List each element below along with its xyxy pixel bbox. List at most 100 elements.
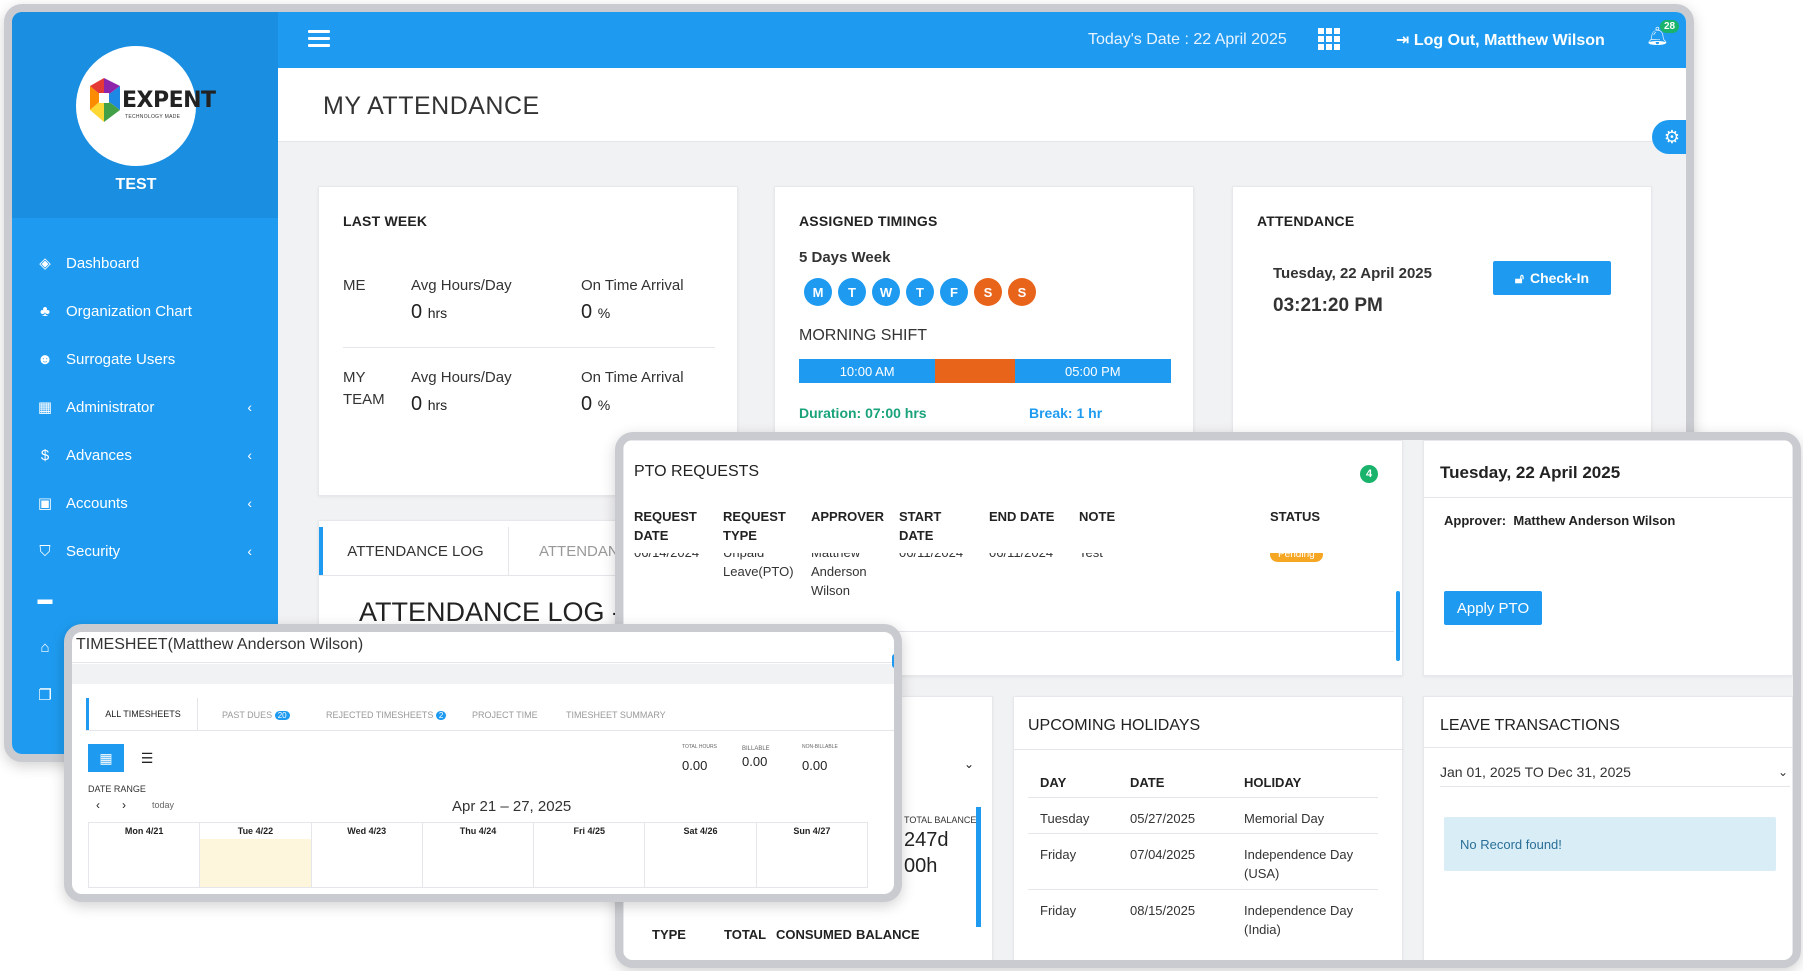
logout-link[interactable]: ⇥ Log Out, Matthew Wilson [1396, 30, 1605, 50]
sidebar-item-advances[interactable]: $ Advances ‹ [34, 440, 252, 470]
non-billable-value: 0.00 [802, 758, 828, 773]
tab-attendance-log[interactable]: ATTENDANCE LOG [319, 527, 509, 575]
organization-name: TEST [115, 176, 157, 193]
calendar-day-thu[interactable]: Thu 4/24 [423, 823, 535, 887]
scrollbar[interactable] [892, 654, 894, 668]
empty-state-message: No Record found! [1444, 817, 1776, 871]
calendar-day-sun[interactable]: Sun 4/27 [793, 826, 831, 836]
column-header: APPROVER [811, 509, 884, 524]
calendar-day-fri[interactable]: Fri 4/25 [534, 823, 646, 887]
sidebar-item-security[interactable]: ⛉ Security ‹ [34, 536, 252, 566]
holiday-date: 05/27/2025 [1130, 811, 1196, 826]
sidebar-logo-area: EXPENT TECHNOLOGY MADE TEST [12, 12, 278, 218]
todays-date: Today's Date : 22 April 2025 [1088, 31, 1287, 48]
tab-project-time[interactable]: PROJECT TIME [472, 710, 538, 720]
column-header: TOTAL [724, 927, 767, 942]
past-dues-badge: 20 [274, 711, 290, 720]
day-wednesday: W [872, 278, 900, 306]
day-monday: M [804, 278, 832, 306]
sidebar-item-bank[interactable]: ⌂ [34, 632, 252, 662]
total-hours-value: 0.00 [682, 758, 708, 773]
non-billable-label: NON-BILLABLE [802, 744, 838, 750]
notification-badge: 28 [1660, 20, 1680, 33]
approver: Matthew Anderson Wilson [811, 553, 867, 598]
sidebar-item-label: Organization Chart [66, 302, 192, 320]
tab-rejected-timesheets[interactable]: REJECTED TIMESHEETS 2 [326, 710, 447, 720]
sidebar-item-briefcase[interactable]: ▬ [34, 584, 252, 614]
holiday-day: Friday [1040, 903, 1077, 918]
attendance-clock: 03:21:20 PM [1273, 295, 1383, 316]
grid-icon: ▦ [37, 399, 53, 416]
divider [1014, 749, 1404, 750]
prev-arrow-icon[interactable]: ‹ [96, 798, 100, 812]
holiday-name: Independence Day (USA) [1244, 847, 1354, 881]
assigned-timings-card: ASSIGNED TIMINGS 5 Days Week MORNING SHI… [774, 186, 1194, 446]
copy-icon: ❐ [38, 687, 52, 704]
card-title: ASSIGNED TIMINGS [799, 213, 938, 229]
day-friday: F [940, 278, 968, 306]
company-logo: EXPENT TECHNOLOGY MADE [76, 46, 216, 166]
sitemap-icon: ♣ [40, 302, 50, 320]
spacer-band [72, 664, 894, 684]
money-icon: ▣ [37, 495, 53, 512]
column-header: START DATE [899, 509, 942, 543]
sidebar-item-administrator[interactable]: ▦ Administrator ‹ [34, 392, 252, 422]
balance-hours: 00h [904, 855, 938, 877]
tab-past-dues[interactable]: PAST DUES 20 [222, 710, 290, 720]
request-date: 06/14/2024 [634, 553, 699, 562]
team-avg-hours: 0 hrs [411, 393, 448, 415]
column-header: DATE [1130, 775, 1165, 790]
chevron-left-icon: ‹ [247, 447, 252, 463]
next-arrow-icon[interactable]: › [122, 798, 126, 812]
chevron-left-icon: ‹ [247, 399, 252, 415]
team-label: MY [343, 369, 366, 386]
column-header: CONSUMED [776, 927, 852, 942]
sidebar-item-dashboard[interactable]: ◈ Dashboard [34, 248, 252, 278]
table-row[interactable]: 06/14/2024 Unpaid Leave(PTO) Matthew And… [624, 553, 1394, 619]
today-button[interactable]: today [152, 800, 175, 810]
apps-grid-icon[interactable] [1318, 28, 1340, 50]
week-calendar-grid: Mon 4/21 Tue 4/22 Wed 4/23 Thu 4/24 Fri … [88, 822, 868, 888]
day-saturday: S [974, 278, 1002, 306]
balance-label: TOTAL BALANCE [904, 815, 977, 825]
tab-timesheet-summary[interactable]: TIMESHEET SUMMARY [566, 710, 666, 720]
calendar-day-sat[interactable]: Sat 4/26 [645, 823, 757, 887]
logout-icon: ⇥ [1396, 32, 1414, 49]
holiday-name: Independence Day (India) [1244, 903, 1354, 937]
column-header: TYPE [652, 927, 686, 942]
calendar-day-wed[interactable]: Wed 4/23 [312, 823, 423, 887]
list-view-icon[interactable]: ☰ [140, 749, 154, 766]
approver-line: Approver: Matthew Anderson Wilson [1444, 513, 1676, 528]
holiday-date: 08/15/2025 [1130, 903, 1196, 918]
timesheet-title: TIMESHEET(Matthew Anderson Wilson) [76, 636, 364, 653]
calendar-range-title: Apr 21 – 27, 2025 [452, 798, 572, 815]
tab-attendance-other[interactable]: ATTENDAN [539, 542, 619, 560]
apply-pto-button[interactable]: Apply PTO [1444, 591, 1542, 625]
calendar-view-icon[interactable]: ▦ [88, 744, 124, 772]
logo-mark-icon [90, 78, 120, 122]
hamburger-menu-icon[interactable] [308, 30, 330, 48]
break-duration: Break: 1 hr [1029, 405, 1103, 421]
sidebar-item-accounts[interactable]: ▣ Accounts ‹ [34, 488, 252, 518]
date-range-select[interactable]: Jan 01, 2025 TO Dec 31, 2025 ⌄ [1440, 757, 1790, 787]
leave-transactions-card: LEAVE TRANSACTIONS Jan 01, 2025 TO Dec 3… [1423, 696, 1793, 960]
scrollbar[interactable] [1396, 591, 1400, 661]
card-title: PTO REQUESTS [634, 463, 760, 480]
tab-all-timesheets[interactable]: ALL TIMESHEETS [86, 698, 198, 730]
sidebar-item-surrogate-users[interactable]: ☻ Surrogate Users [34, 344, 252, 374]
calendar-day-tue[interactable]: Tue 4/22 [200, 823, 312, 887]
chevron-down-icon[interactable]: ⌄ [964, 757, 975, 771]
sidebar-item-organization-chart[interactable]: ♣ Organization Chart [34, 296, 252, 326]
pto-requests-window: PTO REQUESTS 4 REQUEST DATE REQUEST TYPE… [615, 432, 1801, 968]
status-badge: Pending [1270, 553, 1323, 562]
check-in-button[interactable]: 🔓︎ Check-In [1493, 261, 1611, 295]
divider [72, 662, 894, 663]
calendar-day-mon[interactable]: Mon 4/21 [89, 823, 201, 887]
balance-scrollbar[interactable] [976, 807, 981, 927]
day-sunday: S [1008, 278, 1036, 306]
avg-hours-label: Avg Hours/Day [411, 369, 512, 386]
attendance-date: Tuesday, 22 April 2025 [1273, 265, 1432, 282]
holiday-day: Tuesday [1040, 811, 1090, 826]
sidebar-item-more[interactable]: ❐ [34, 680, 252, 710]
settings-gear-icon[interactable]: ⚙ [1652, 120, 1686, 154]
